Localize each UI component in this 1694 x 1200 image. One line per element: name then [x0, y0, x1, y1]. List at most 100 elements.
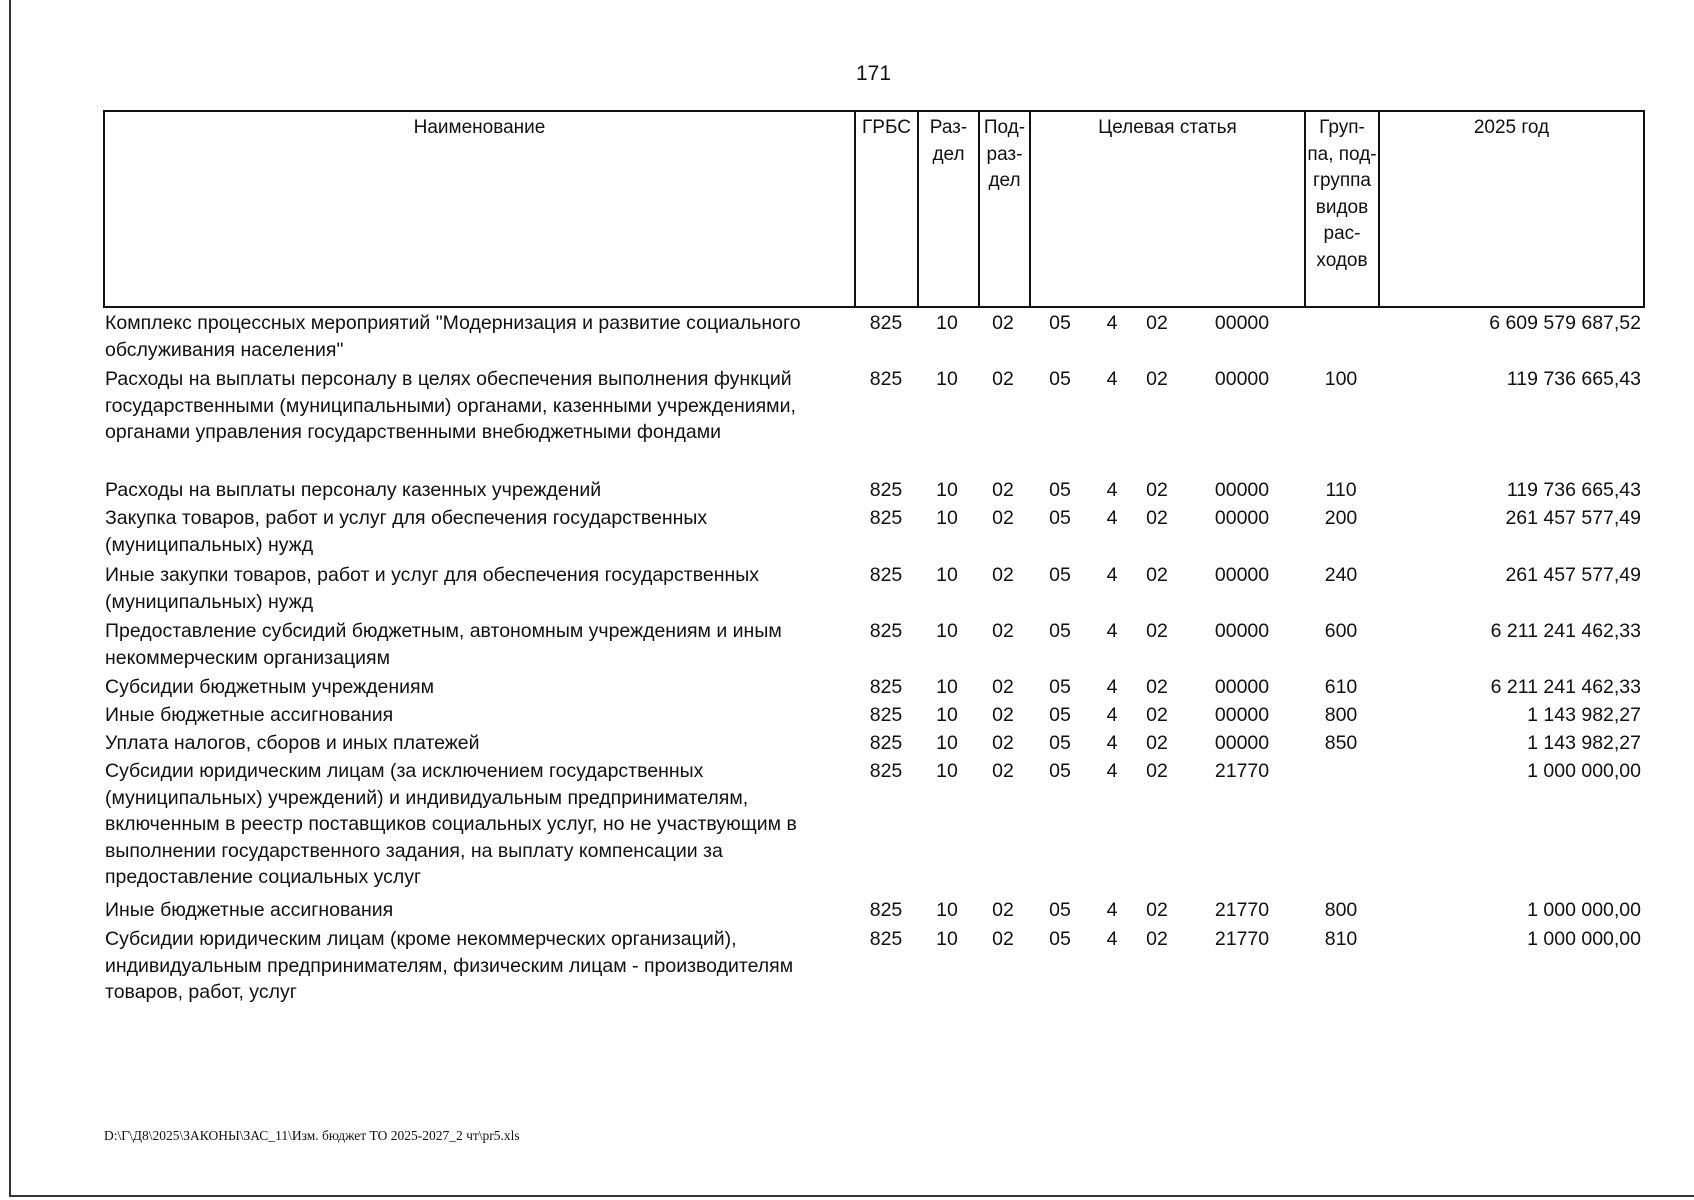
target-direction-code: 00000 [1214, 620, 1270, 642]
grbs-code: 825 [869, 732, 903, 754]
target-program-code: 05 [1049, 312, 1071, 334]
target-type-code: 4 [1106, 368, 1118, 390]
target-type-code: 4 [1106, 732, 1118, 754]
amount-2025: 6 211 241 462,33 [1490, 620, 1641, 642]
grbs-code: 825 [869, 479, 903, 501]
expense-type-code: 240 [1324, 564, 1358, 586]
target-program-code: 05 [1049, 564, 1071, 586]
razdel-code: 10 [936, 899, 958, 921]
file-path-footer: D:\Г\Д8\2025\ЗАКОНЫ\ЗАС_11\Изм. бюджет Т… [104, 1128, 520, 1143]
target-subtype-code: 02 [1146, 507, 1168, 529]
amount-2025: 119 736 665,43 [1506, 479, 1641, 501]
grbs-code: 825 [869, 704, 903, 726]
target-program-code: 05 [1049, 732, 1071, 754]
razdel-code: 10 [936, 312, 958, 334]
amount-2025: 1 000 000,00 [1527, 928, 1641, 950]
razdel-code: 10 [936, 620, 958, 642]
target-direction-code: 00000 [1214, 704, 1270, 726]
razdel-code: 10 [936, 479, 958, 501]
target-subtype-code: 02 [1146, 676, 1168, 698]
row-name: Закупка товаров, работ и услуг для обесп… [105, 507, 708, 556]
row-name: Комплекс процессных мероприятий "Модерни… [105, 312, 801, 361]
expense-type-code: 200 [1324, 507, 1358, 529]
target-direction-code: 21770 [1214, 899, 1270, 921]
page-border-left [9, 0, 11, 1196]
target-subtype-code: 02 [1146, 479, 1168, 501]
podrazdel-code: 02 [992, 928, 1014, 950]
podrazdel-code: 02 [992, 704, 1014, 726]
page-border-bottom [9, 1195, 1694, 1197]
podrazdel-code: 02 [992, 312, 1014, 334]
amount-2025: 1 143 982,27 [1527, 704, 1641, 726]
target-subtype-code: 02 [1146, 312, 1168, 334]
row-name: Иные бюджетные ассигнования [105, 704, 394, 726]
header-year: 2025 год [1473, 117, 1550, 138]
row-name: Расходы на выплаты персоналу в целях обе… [105, 368, 796, 443]
target-program-code: 05 [1049, 760, 1071, 782]
target-type-code: 4 [1106, 899, 1118, 921]
grbs-code: 825 [869, 368, 903, 390]
razdel-code: 10 [936, 928, 958, 950]
expense-type-code: 800 [1324, 899, 1358, 921]
grbs-code: 825 [869, 760, 903, 782]
target-type-code: 4 [1106, 507, 1118, 529]
amount-2025: 119 736 665,43 [1506, 368, 1641, 390]
amount-2025: 6 609 579 687,52 [1489, 312, 1641, 334]
expense-type-code: 600 [1324, 620, 1358, 642]
target-direction-code: 00000 [1214, 564, 1270, 586]
podrazdel-code: 02 [992, 507, 1014, 529]
header-razdel: Раз- дел [919, 112, 980, 306]
header-expense-group: Груп- па, под- группа видов рас- ходов [1306, 112, 1380, 306]
razdel-code: 10 [936, 564, 958, 586]
header-podrazdel: Под- раз- дел [980, 112, 1031, 306]
amount-2025: 261 457 577,49 [1505, 564, 1641, 586]
target-direction-code: 00000 [1214, 507, 1270, 529]
row-name: Субсидии юридическим лицам (кроме некомм… [105, 928, 794, 1003]
target-subtype-code: 02 [1146, 704, 1168, 726]
target-subtype-code: 02 [1146, 899, 1168, 921]
target-type-code: 4 [1106, 704, 1118, 726]
row-name: Расходы на выплаты персоналу казенных уч… [105, 479, 602, 501]
target-direction-code: 00000 [1214, 732, 1270, 754]
header-name: Наименование [105, 112, 856, 306]
podrazdel-code: 02 [992, 564, 1014, 586]
target-subtype-code: 02 [1146, 564, 1168, 586]
target-program-code: 05 [1049, 620, 1071, 642]
row-name: Уплата налогов, сборов и иных платежей [105, 732, 480, 754]
razdel-code: 10 [936, 368, 958, 390]
podrazdel-code: 02 [992, 368, 1014, 390]
razdel-code: 10 [936, 732, 958, 754]
podrazdel-code: 02 [992, 899, 1014, 921]
header-target-article: Целевая статья [1031, 112, 1306, 306]
grbs-code: 825 [869, 620, 903, 642]
grbs-code: 825 [869, 507, 903, 529]
podrazdel-code: 02 [992, 479, 1014, 501]
podrazdel-code: 02 [992, 620, 1014, 642]
target-direction-code: 00000 [1214, 368, 1270, 390]
amount-2025: 261 457 577,49 [1505, 507, 1641, 529]
grbs-code: 825 [869, 928, 903, 950]
target-direction-code: 00000 [1214, 312, 1270, 334]
target-subtype-code: 02 [1146, 928, 1168, 950]
target-type-code: 4 [1106, 620, 1118, 642]
grbs-code: 825 [869, 676, 903, 698]
grbs-code: 825 [869, 564, 903, 586]
grbs-code: 825 [869, 312, 903, 334]
razdel-code: 10 [936, 704, 958, 726]
target-direction-code: 00000 [1214, 479, 1270, 501]
target-program-code: 05 [1049, 676, 1071, 698]
row-name: Предоставление субсидий бюджетным, автон… [105, 620, 782, 669]
target-direction-code: 00000 [1214, 676, 1270, 698]
expense-type-code: 800 [1324, 704, 1358, 726]
row-name: Субсидии юридическим лицам (за исключени… [105, 760, 797, 888]
target-type-code: 4 [1106, 479, 1118, 501]
target-program-code: 05 [1049, 479, 1071, 501]
target-subtype-code: 02 [1146, 368, 1168, 390]
page-number: 171 [856, 62, 892, 85]
target-subtype-code: 02 [1146, 620, 1168, 642]
target-type-code: 4 [1106, 928, 1118, 950]
target-type-code: 4 [1106, 312, 1118, 334]
target-program-code: 05 [1049, 368, 1071, 390]
row-name: Иные закупки товаров, работ и услуг для … [105, 564, 759, 613]
header-grbs: ГРБС [856, 112, 919, 306]
